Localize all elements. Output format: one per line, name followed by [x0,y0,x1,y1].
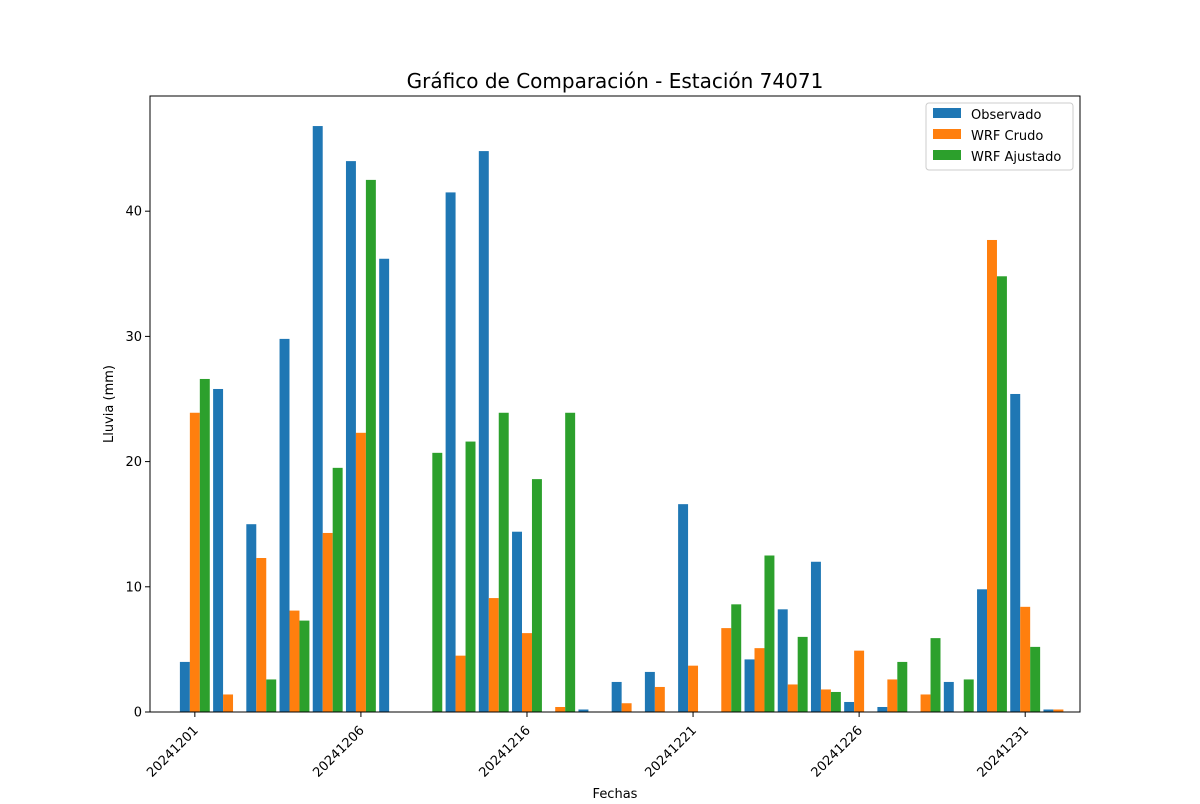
bar-observado [611,681,622,712]
bar-wrf-ajustado [897,661,908,712]
bar-observado [844,701,855,712]
bar-observado [678,504,689,712]
bar-wrf-crudo [621,703,632,712]
bar-wrf-crudo [1020,606,1031,712]
x-axis-label: Fechas [593,787,638,800]
bar-wrf-crudo [820,689,831,712]
bar-observado [943,681,954,712]
bar-observado [1010,393,1021,712]
chart-title: Gráfico de Comparación - Estación 74071 [407,69,824,93]
bar-wrf-ajustado [963,679,974,712]
bar-observado [279,338,290,712]
bar-wrf-crudo [555,706,566,712]
bar-observado [810,561,821,712]
y-axis-label: Lluvia (mm) [102,365,117,443]
bar-wrf-crudo [920,694,931,712]
bar-wrf-crudo [754,648,765,712]
bar-wrf-crudo [355,432,366,712]
bar-wrf-ajustado [797,636,808,712]
bar-observado [246,524,257,712]
bar-observado [213,388,224,712]
bar-wrf-crudo [854,650,865,712]
bar-wrf-crudo [522,633,532,712]
bar-observado [1043,709,1054,712]
bar-wrf-ajustado [565,412,576,712]
bar-wrf-crudo [688,665,699,712]
bar-observado [345,161,356,713]
bar-observado [777,609,788,712]
bar-observado [977,589,987,712]
legend-swatch-observado [933,108,961,118]
bar-observado [312,126,323,713]
bar-observado [379,258,390,712]
bar-wrf-ajustado [830,691,841,712]
bar-wrf-ajustado [332,467,343,712]
y-tick-label: 10 [125,580,142,595]
bar-wrf-ajustado [498,412,509,712]
bar-observado [578,709,589,712]
bar-wrf-crudo [289,610,300,712]
bar-wrf-ajustado [432,452,443,712]
legend-label-observado: Observado [971,108,1042,123]
legend-label-wrf-ajustado: WRF Ajustado [971,150,1061,165]
bar-wrf-crudo [488,598,499,712]
bar-wrf-ajustado [465,441,476,712]
y-tick-label: 20 [125,455,142,470]
y-tick-label: 40 [125,205,142,220]
y-axis: 0 10 20 30 40 [125,205,150,721]
bar-wrf-crudo [721,628,732,712]
bar-observado [744,659,755,712]
bar-wrf-crudo [787,684,798,712]
bar-wrf-ajustado [266,679,277,712]
bar-wrf-crudo [223,694,234,712]
bar-wrf-ajustado [930,638,941,712]
bar-observado [512,531,522,712]
bar-wrf-ajustado [764,555,775,712]
y-tick-label: 0 [134,706,142,721]
bar-wrf-crudo [189,412,200,712]
bar-observado [445,192,456,712]
bar-wrf-crudo [654,686,665,712]
bar-observado [644,671,655,712]
bar-wrf-ajustado [299,620,310,712]
bars-layer [179,126,1064,713]
bar-wrf-crudo [322,532,333,712]
bar-wrf-ajustado [531,479,542,712]
bar-observado [179,661,190,712]
legend-box [925,102,1074,171]
bar-wrf-ajustado [996,276,1007,712]
bar-wrf-ajustado [731,604,742,712]
bar-wrf-crudo [256,558,267,712]
bar-wrf-crudo [1053,709,1064,712]
bar-wrf-ajustado [1030,646,1041,712]
bar-wrf-crudo [455,655,466,712]
bar-observado [877,706,888,712]
bar-wrf-ajustado [365,179,376,712]
legend-label-wrf-crudo: WRF Crudo [971,129,1043,144]
bar-wrf-crudo [987,239,997,713]
bar-observado [478,151,489,713]
legend-swatch-wrf-ajustado [933,150,961,160]
bar-wrf-crudo [887,679,898,712]
legend: Observado WRF Crudo WRF Ajustado [925,102,1074,171]
legend-swatch-wrf-crudo [933,129,961,139]
bar-wrf-ajustado [199,378,210,712]
y-tick-label: 30 [125,330,142,345]
plot-frame [149,95,1081,713]
